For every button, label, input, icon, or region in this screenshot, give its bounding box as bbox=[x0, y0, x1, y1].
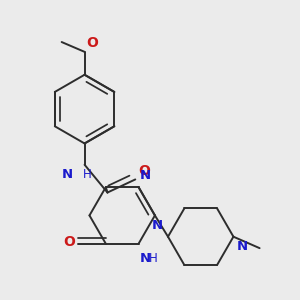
Text: O: O bbox=[86, 36, 98, 50]
Text: N: N bbox=[152, 219, 163, 232]
Text: H: H bbox=[149, 252, 158, 265]
Text: N: N bbox=[140, 169, 151, 182]
Text: N: N bbox=[140, 252, 151, 265]
Text: H: H bbox=[83, 168, 92, 181]
Text: N: N bbox=[62, 168, 73, 181]
Text: O: O bbox=[138, 164, 150, 178]
Text: O: O bbox=[64, 235, 75, 249]
Text: N: N bbox=[237, 240, 248, 253]
